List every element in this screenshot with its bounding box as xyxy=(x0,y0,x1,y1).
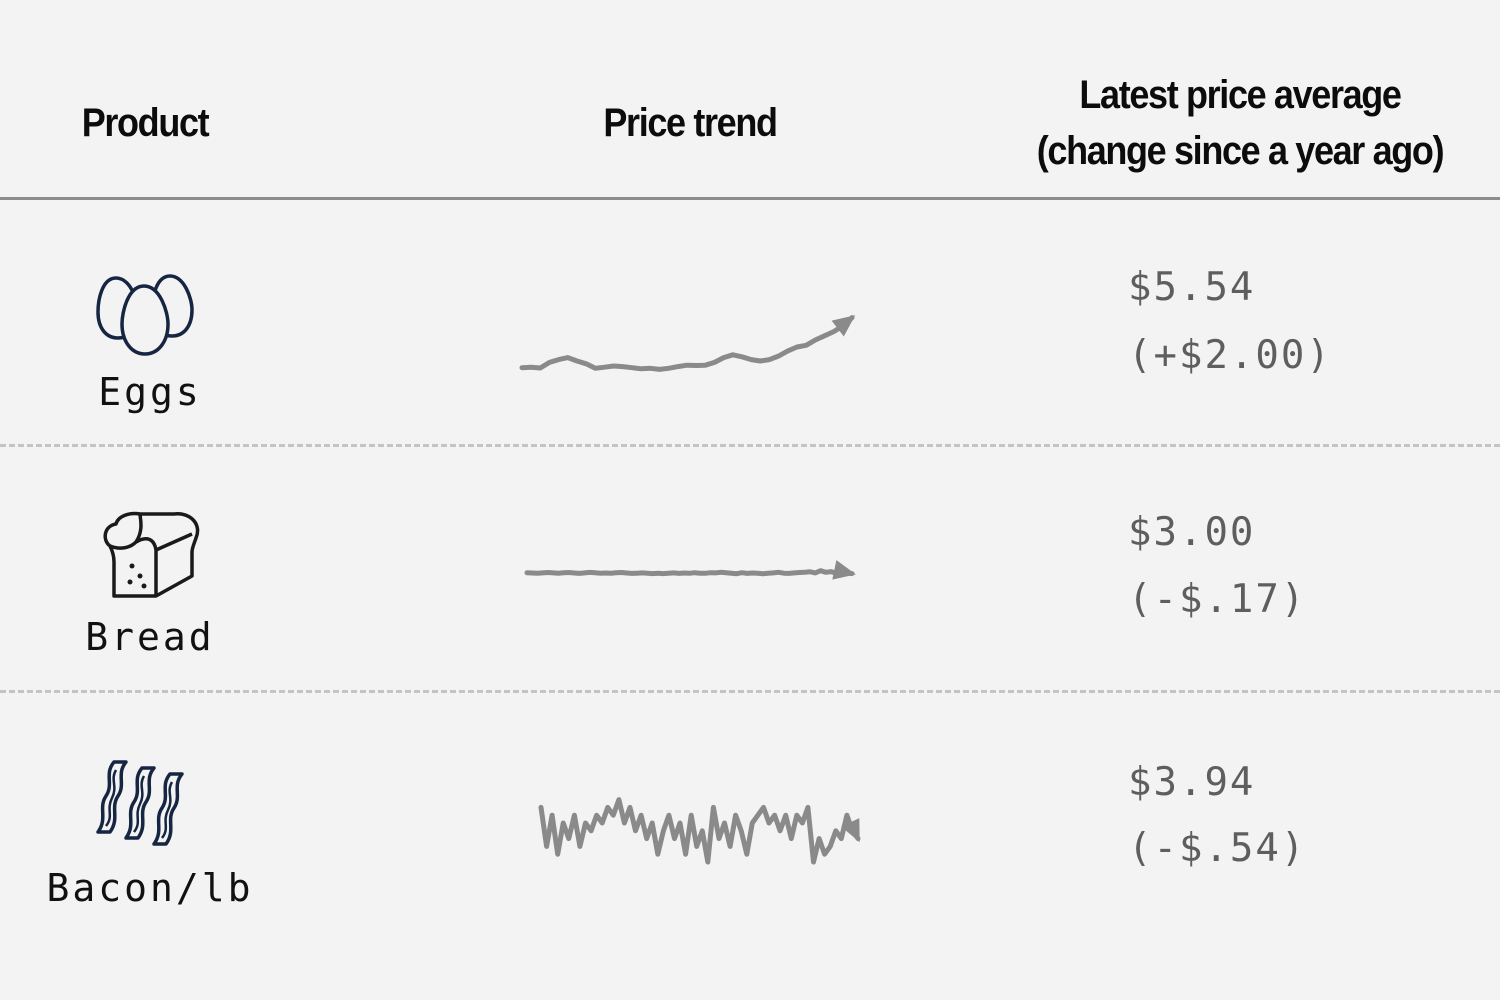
header-price-trend: Price trend xyxy=(603,101,778,145)
row-divider xyxy=(0,444,1500,447)
trend-arrowhead xyxy=(831,315,856,337)
trend-line-bread xyxy=(524,568,855,577)
price-value: $3.00 xyxy=(1128,510,1256,555)
price-value: $5.54 xyxy=(1128,265,1256,310)
header-latest-line1: Latest price average xyxy=(1079,73,1402,117)
header-divider xyxy=(0,197,1500,200)
price-value: $3.94 xyxy=(1128,760,1256,805)
price-change: (-$.54) xyxy=(1128,826,1307,871)
product-name: Eggs xyxy=(98,370,202,414)
header-latest-price: Latest price average (change since a yea… xyxy=(1006,67,1474,179)
bacon-icon xyxy=(96,760,184,846)
product-name: Bacon/lb xyxy=(46,866,254,910)
trend-arrowhead xyxy=(832,560,856,580)
trend-line-eggs xyxy=(519,315,855,372)
eggs-icon xyxy=(96,274,194,356)
trend-arrowhead xyxy=(841,818,860,843)
trend-line-baconlb xyxy=(538,797,861,865)
price-change: (-$.17) xyxy=(1128,577,1307,622)
price-change: (+$2.00) xyxy=(1128,333,1332,378)
product-name: Bread xyxy=(85,615,215,659)
header-latest-line2: (change since a year ago) xyxy=(1036,129,1445,173)
bread-icon xyxy=(103,511,200,598)
row-divider xyxy=(0,690,1500,693)
header-product: Product xyxy=(81,101,210,145)
